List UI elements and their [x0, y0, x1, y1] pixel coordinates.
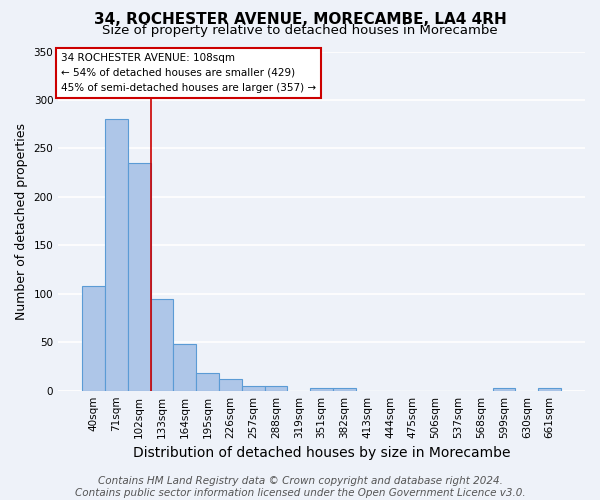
Bar: [151, 298, 173, 390]
Bar: [196, 373, 219, 390]
Bar: [219, 379, 242, 390]
Text: Size of property relative to detached houses in Morecambe: Size of property relative to detached ho…: [102, 24, 498, 37]
Bar: [242, 386, 265, 390]
Bar: [265, 386, 287, 390]
Text: 34, ROCHESTER AVENUE, MORECAMBE, LA4 4RH: 34, ROCHESTER AVENUE, MORECAMBE, LA4 4RH: [94, 12, 506, 28]
Text: 34 ROCHESTER AVENUE: 108sqm
← 54% of detached houses are smaller (429)
45% of se: 34 ROCHESTER AVENUE: 108sqm ← 54% of det…: [61, 53, 316, 93]
Bar: [173, 344, 196, 391]
Bar: [333, 388, 356, 390]
Text: Contains HM Land Registry data © Crown copyright and database right 2024.
Contai: Contains HM Land Registry data © Crown c…: [74, 476, 526, 498]
Bar: [310, 388, 333, 390]
Bar: [105, 120, 128, 390]
Bar: [82, 286, 105, 391]
Y-axis label: Number of detached properties: Number of detached properties: [15, 122, 28, 320]
Bar: [538, 388, 561, 390]
X-axis label: Distribution of detached houses by size in Morecambe: Distribution of detached houses by size …: [133, 446, 511, 460]
Bar: [128, 163, 151, 390]
Bar: [493, 388, 515, 390]
